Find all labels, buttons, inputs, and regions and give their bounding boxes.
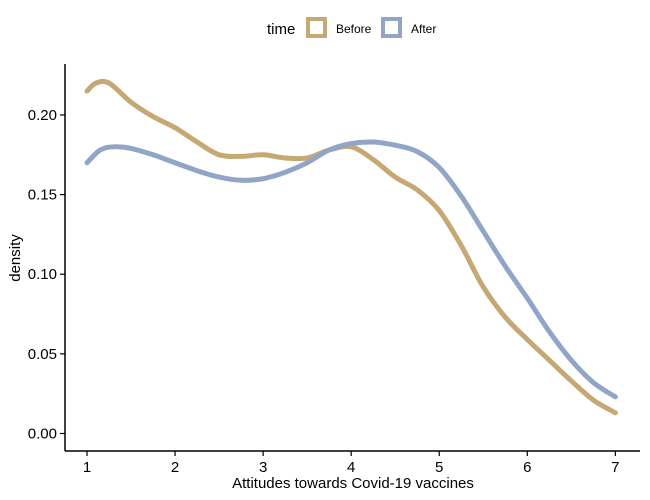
- x-tick-label: 2: [171, 459, 179, 476]
- legend-title: time: [267, 21, 295, 38]
- x-tick-label: 4: [347, 459, 355, 476]
- plot-area: [84, 78, 618, 416]
- x-tick-label: 6: [523, 459, 531, 476]
- y-tick-label: 0.20: [28, 107, 57, 124]
- x-tick-label: 1: [83, 459, 91, 476]
- y-tick-label: 0.00: [28, 425, 57, 442]
- x-tick-label: 5: [435, 459, 443, 476]
- legend-label-after: After: [411, 22, 436, 36]
- y-tick-label: 0.05: [28, 346, 57, 363]
- y-axis-title: density: [7, 234, 24, 282]
- series-line-before: [84, 78, 618, 416]
- series-line-after: [84, 139, 618, 400]
- y-tick-label: 0.10: [28, 266, 57, 283]
- legend-key-before: [306, 17, 327, 38]
- legend: time Before After: [267, 17, 436, 38]
- legend-label-before: Before: [336, 22, 372, 36]
- x-tick-label: 3: [259, 459, 267, 476]
- y-tick-label: 0.15: [28, 187, 57, 204]
- legend-key-after: [381, 17, 402, 38]
- x-tick-label: 7: [611, 459, 619, 476]
- axes: [64, 64, 640, 452]
- x-axis-title: Attitudes towards Covid-19 vaccines: [232, 475, 474, 492]
